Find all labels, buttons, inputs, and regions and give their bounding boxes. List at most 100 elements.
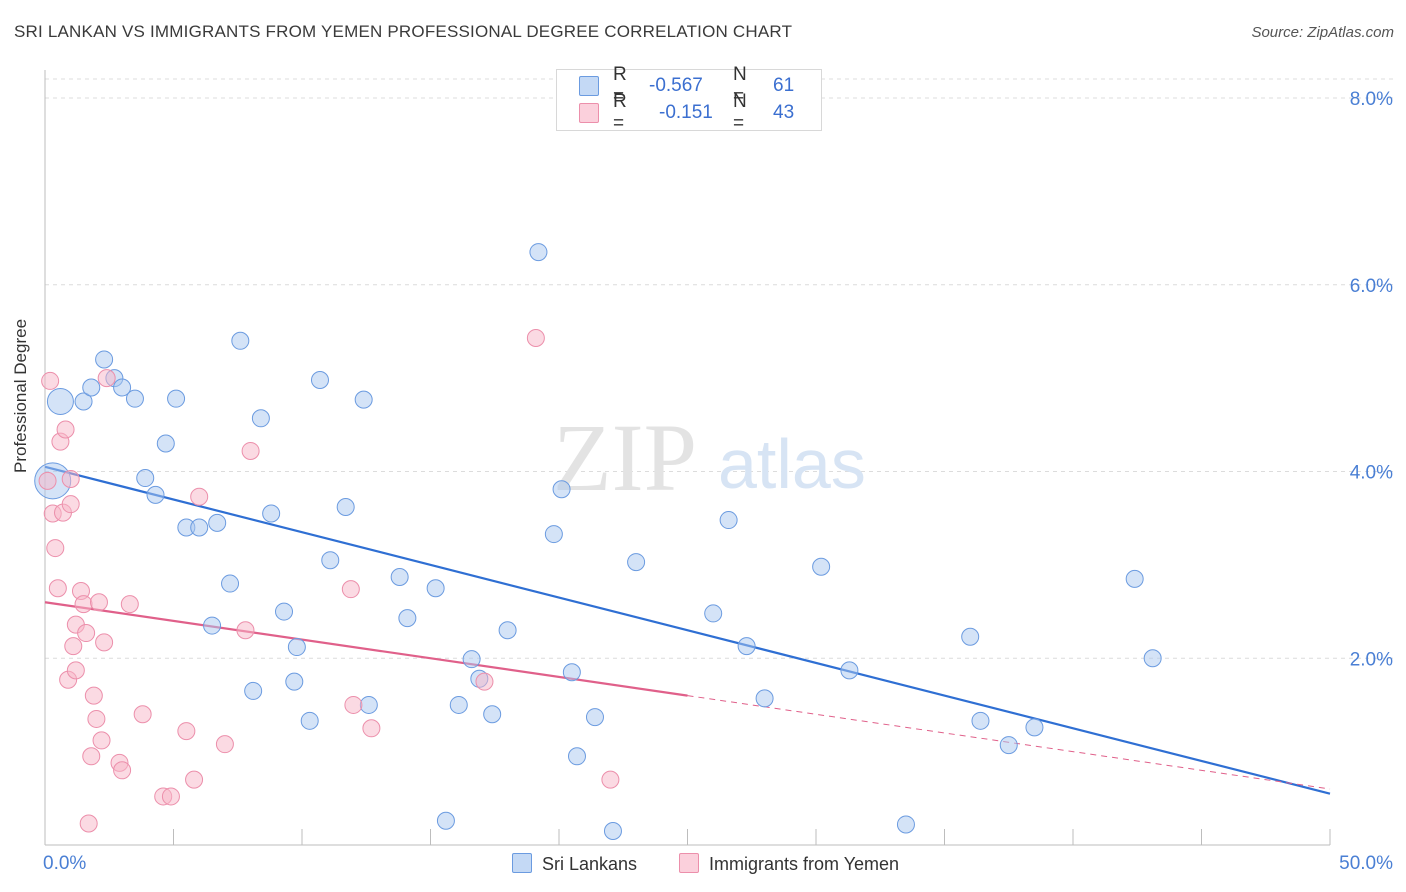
sri-lankan-point [74,392,93,411]
sri-lankan-point [136,469,155,488]
sri-lankan-point [462,650,481,669]
sri-lankan-point [896,815,915,834]
chart-title: SRI LANKAN VS IMMIGRANTS FROM YEMEN PROF… [14,22,793,41]
sri-lankan-point [567,747,586,766]
grid-lines [45,78,1395,659]
yemen-point [38,471,57,490]
sri-lankan-point [483,705,502,724]
yemen-point [185,770,204,789]
yemen-point [46,539,65,558]
sri-lankan-point [498,621,517,640]
legend-n-value: 61 [773,75,795,96]
yemen-point [48,579,67,598]
sri-lankan-point [125,389,144,408]
sri-lankan-point [840,661,859,680]
yemen-point [82,747,101,766]
watermark: ZIP atlas [553,404,866,511]
tick-labels: 2.0% 4.0% 6.0% 8.0% 0.0% 50.0% [43,89,1393,874]
sri-lankan-point [529,243,548,262]
yemen-point [190,487,209,506]
yemen-point [95,633,114,652]
sri-lankan-point [221,574,240,593]
sri-lankan-point [203,616,222,635]
legend-swatch-sri-lankans [579,76,599,96]
legend-swatch-yemen [579,103,599,123]
sri-lankan-point [562,663,581,682]
sri-lankan-point [1143,649,1162,668]
yemen-point [61,469,80,488]
sri-lankan-point [704,604,723,623]
yemen-point [79,814,98,833]
watermark-atlas: atlas [718,425,866,503]
sri-lankan-point [275,602,294,621]
sri-lankan-point [208,513,227,532]
sri-lankan-point [961,627,980,646]
sri-lankan-point [285,672,304,691]
sri-lankan-point [310,371,329,389]
axes [44,70,1331,846]
sri-lankan-point [449,695,468,714]
yemen-point [133,705,152,724]
y-axis-label: Professional Degree [11,318,30,473]
x-tick-label: 50.0% [1339,853,1393,874]
yemen-point [341,580,360,599]
sri-lankan-point [755,689,774,708]
sri-lankan-point [719,511,738,530]
legend-r-value: -0.567 [649,75,703,96]
y-tick-label: 4.0% [1350,463,1393,484]
legend-n-label: N = [733,91,747,134]
yemen-point [241,441,260,460]
yemen-point [92,731,111,750]
legend-n-label: N = [733,64,747,107]
yemen-point [215,735,234,754]
bottom-legend-sri-lankans: Sri Lankans [512,853,637,875]
sri-lankan-point [95,350,114,369]
sri-lankan-point [190,518,209,537]
yemen-point [97,369,116,388]
bottom-legend-swatch [679,853,699,873]
sri-lankan-point [354,390,373,409]
yemen-point [475,672,494,691]
legend-r-label: R = [613,91,627,134]
sri-lankan-point [627,553,646,572]
watermark-zip: ZIP [553,404,697,511]
y-tick-label: 2.0% [1350,649,1393,670]
y-tick-label: 8.0% [1350,89,1393,110]
bottom-legend-yemen: Immigrants from Yemen [679,853,899,875]
yemen-point [344,695,363,714]
sri-lankan-point [321,551,340,570]
sri-lankan-point [398,609,417,628]
sri-lankan-point [737,637,756,656]
sri-lankan-point [231,331,250,350]
sri-lankan-point [287,638,306,657]
sri-lankan-point [544,525,563,544]
legend-n-value: 43 [773,102,795,123]
sri-lankan-point [436,811,455,830]
sri-lankan-point [336,497,355,516]
yemen-point [236,621,255,640]
yemen-point [601,770,620,789]
sri-lankan-point [167,389,186,408]
sri-lankan-point [46,387,74,415]
sri-lankan-point [146,485,165,504]
yemen-point [56,420,75,439]
sri-lankan-point [113,378,132,397]
yemen-point [120,595,139,614]
bottom-legend-swatch [512,853,532,873]
sri-lankan-point [244,681,263,700]
sri-lankan-point [585,708,604,727]
correlation-legend: R = -0.567 N = 61 R = -0.151 N = 43 [556,64,822,134]
data-points [34,243,1162,840]
yemen-point [74,595,93,614]
legend-r-label: R = [613,64,627,107]
sri-lankan-point [300,711,319,730]
x-tick-label: 0.0% [43,853,86,874]
sri-lankan-point [359,695,378,714]
sri-lankan-point [971,711,990,730]
yemen-point [526,328,545,347]
yemen-point [77,624,96,643]
sri-lankan-point [1125,569,1144,588]
yemen-point [64,637,83,656]
sri-lankan-point [552,480,571,499]
sri-lankan-point [812,557,831,576]
